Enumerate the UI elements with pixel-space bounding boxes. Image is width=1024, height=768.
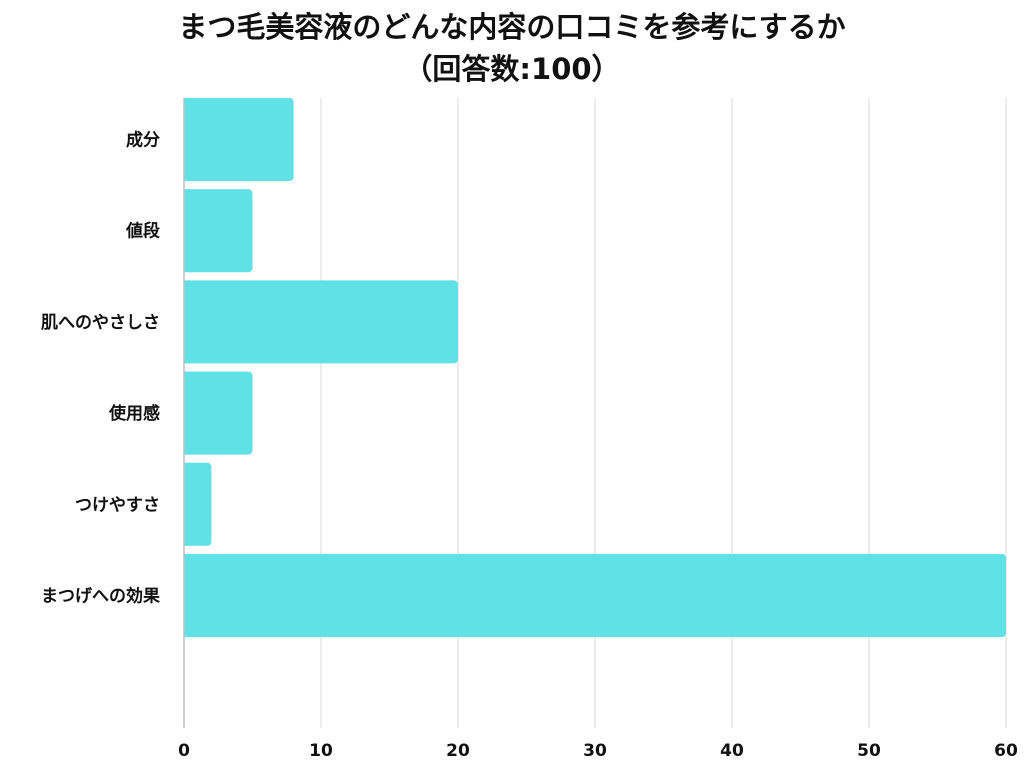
category-label: 使用感 [108,403,160,424]
x-tick-label: 30 [583,741,607,761]
bar-edge [184,98,190,181]
chart-title: まつ毛美容液のどんな内容の口コミを参考にするか （回答数:100） [0,6,1024,90]
x-tick-label: 60 [994,741,1018,761]
bar [184,554,1006,637]
bar [184,371,253,455]
category-label: 肌へのやさしさ [41,313,160,333]
bar-edge [184,554,190,637]
bar [184,462,212,546]
category-label: 成分 [126,130,160,151]
x-tick-label: 20 [446,741,470,761]
x-tick-label: 50 [857,741,881,761]
x-tick-label: 0 [178,741,190,761]
bars [184,98,1006,637]
bar-edge [184,189,190,273]
bar [184,280,458,364]
chart-title-main: まつ毛美容液のどんな内容の口コミを参考にするか [178,10,846,44]
bar-edge [184,462,190,546]
category-label: つけやすさ [75,495,160,515]
bar [184,98,294,181]
bar [184,189,253,273]
x-tick-label: 40 [720,741,744,761]
chart-subtitle: （回答数:100） [403,52,621,86]
x-tick-labels: 0 10 20 30 40 50 60 [178,741,1018,761]
bar-edge [184,280,190,364]
x-tick-label: 10 [309,741,333,761]
bar-edge [184,371,190,455]
category-label: まつげへの効果 [41,586,160,607]
category-label: 値段 [125,221,160,242]
